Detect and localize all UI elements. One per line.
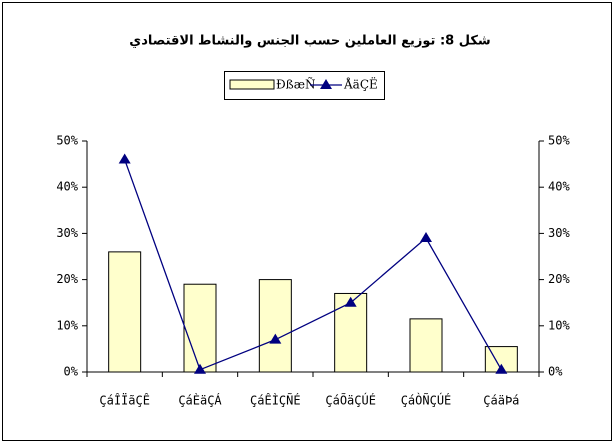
legend-marker bbox=[320, 79, 332, 89]
marker bbox=[495, 363, 508, 374]
y-tick-label: 20% bbox=[56, 272, 78, 286]
marker bbox=[118, 153, 131, 164]
x-tick-label: ÇáäÞá bbox=[483, 394, 519, 408]
y-tick-label: 30% bbox=[56, 226, 78, 240]
legend-label: ÅäÇË bbox=[343, 76, 378, 92]
bar bbox=[409, 318, 443, 373]
y-tick-label: 50% bbox=[56, 134, 78, 148]
chart-title: شكل 8: توزيع العاملين حسب الجنس والنشاط … bbox=[129, 34, 490, 49]
y2-tick-label: 30% bbox=[548, 226, 570, 240]
y2-tick-label: 40% bbox=[548, 180, 570, 194]
y2-tick-label: 50% bbox=[548, 134, 570, 148]
y-tick-label: 40% bbox=[56, 180, 78, 194]
x-tick-label: ÇáÕäÇÚÉ bbox=[325, 393, 376, 408]
y2-tick-label: 0% bbox=[548, 365, 563, 379]
bar bbox=[258, 279, 292, 373]
marker bbox=[344, 296, 357, 307]
marker bbox=[194, 363, 206, 374]
bar bbox=[108, 251, 142, 373]
y2-tick-label: 10% bbox=[548, 318, 570, 332]
marker bbox=[269, 333, 282, 344]
x-tick-label: ÇáÎÏãÇÊ bbox=[99, 393, 150, 408]
x-tick-label: ÇáÈäÇÁ bbox=[178, 393, 222, 408]
x-tick-label: ÇáÊÌÇÑÉ bbox=[250, 393, 301, 408]
y-tick-label: 0% bbox=[64, 365, 79, 379]
y2-tick-label: 20% bbox=[548, 272, 570, 286]
y-tick-label: 10% bbox=[56, 318, 78, 332]
marker bbox=[420, 232, 432, 243]
bar bbox=[183, 283, 217, 373]
line bbox=[124, 159, 502, 371]
x-tick-label: ÇáÒÑÇÚÉ bbox=[401, 393, 452, 408]
legend-label: ÐßæÑ bbox=[276, 77, 315, 92]
legend-swatch bbox=[229, 79, 275, 90]
